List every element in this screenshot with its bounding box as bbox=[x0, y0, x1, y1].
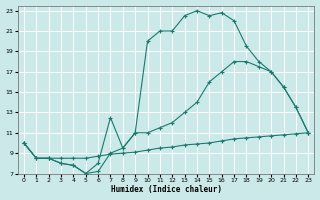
X-axis label: Humidex (Indice chaleur): Humidex (Indice chaleur) bbox=[111, 185, 221, 194]
